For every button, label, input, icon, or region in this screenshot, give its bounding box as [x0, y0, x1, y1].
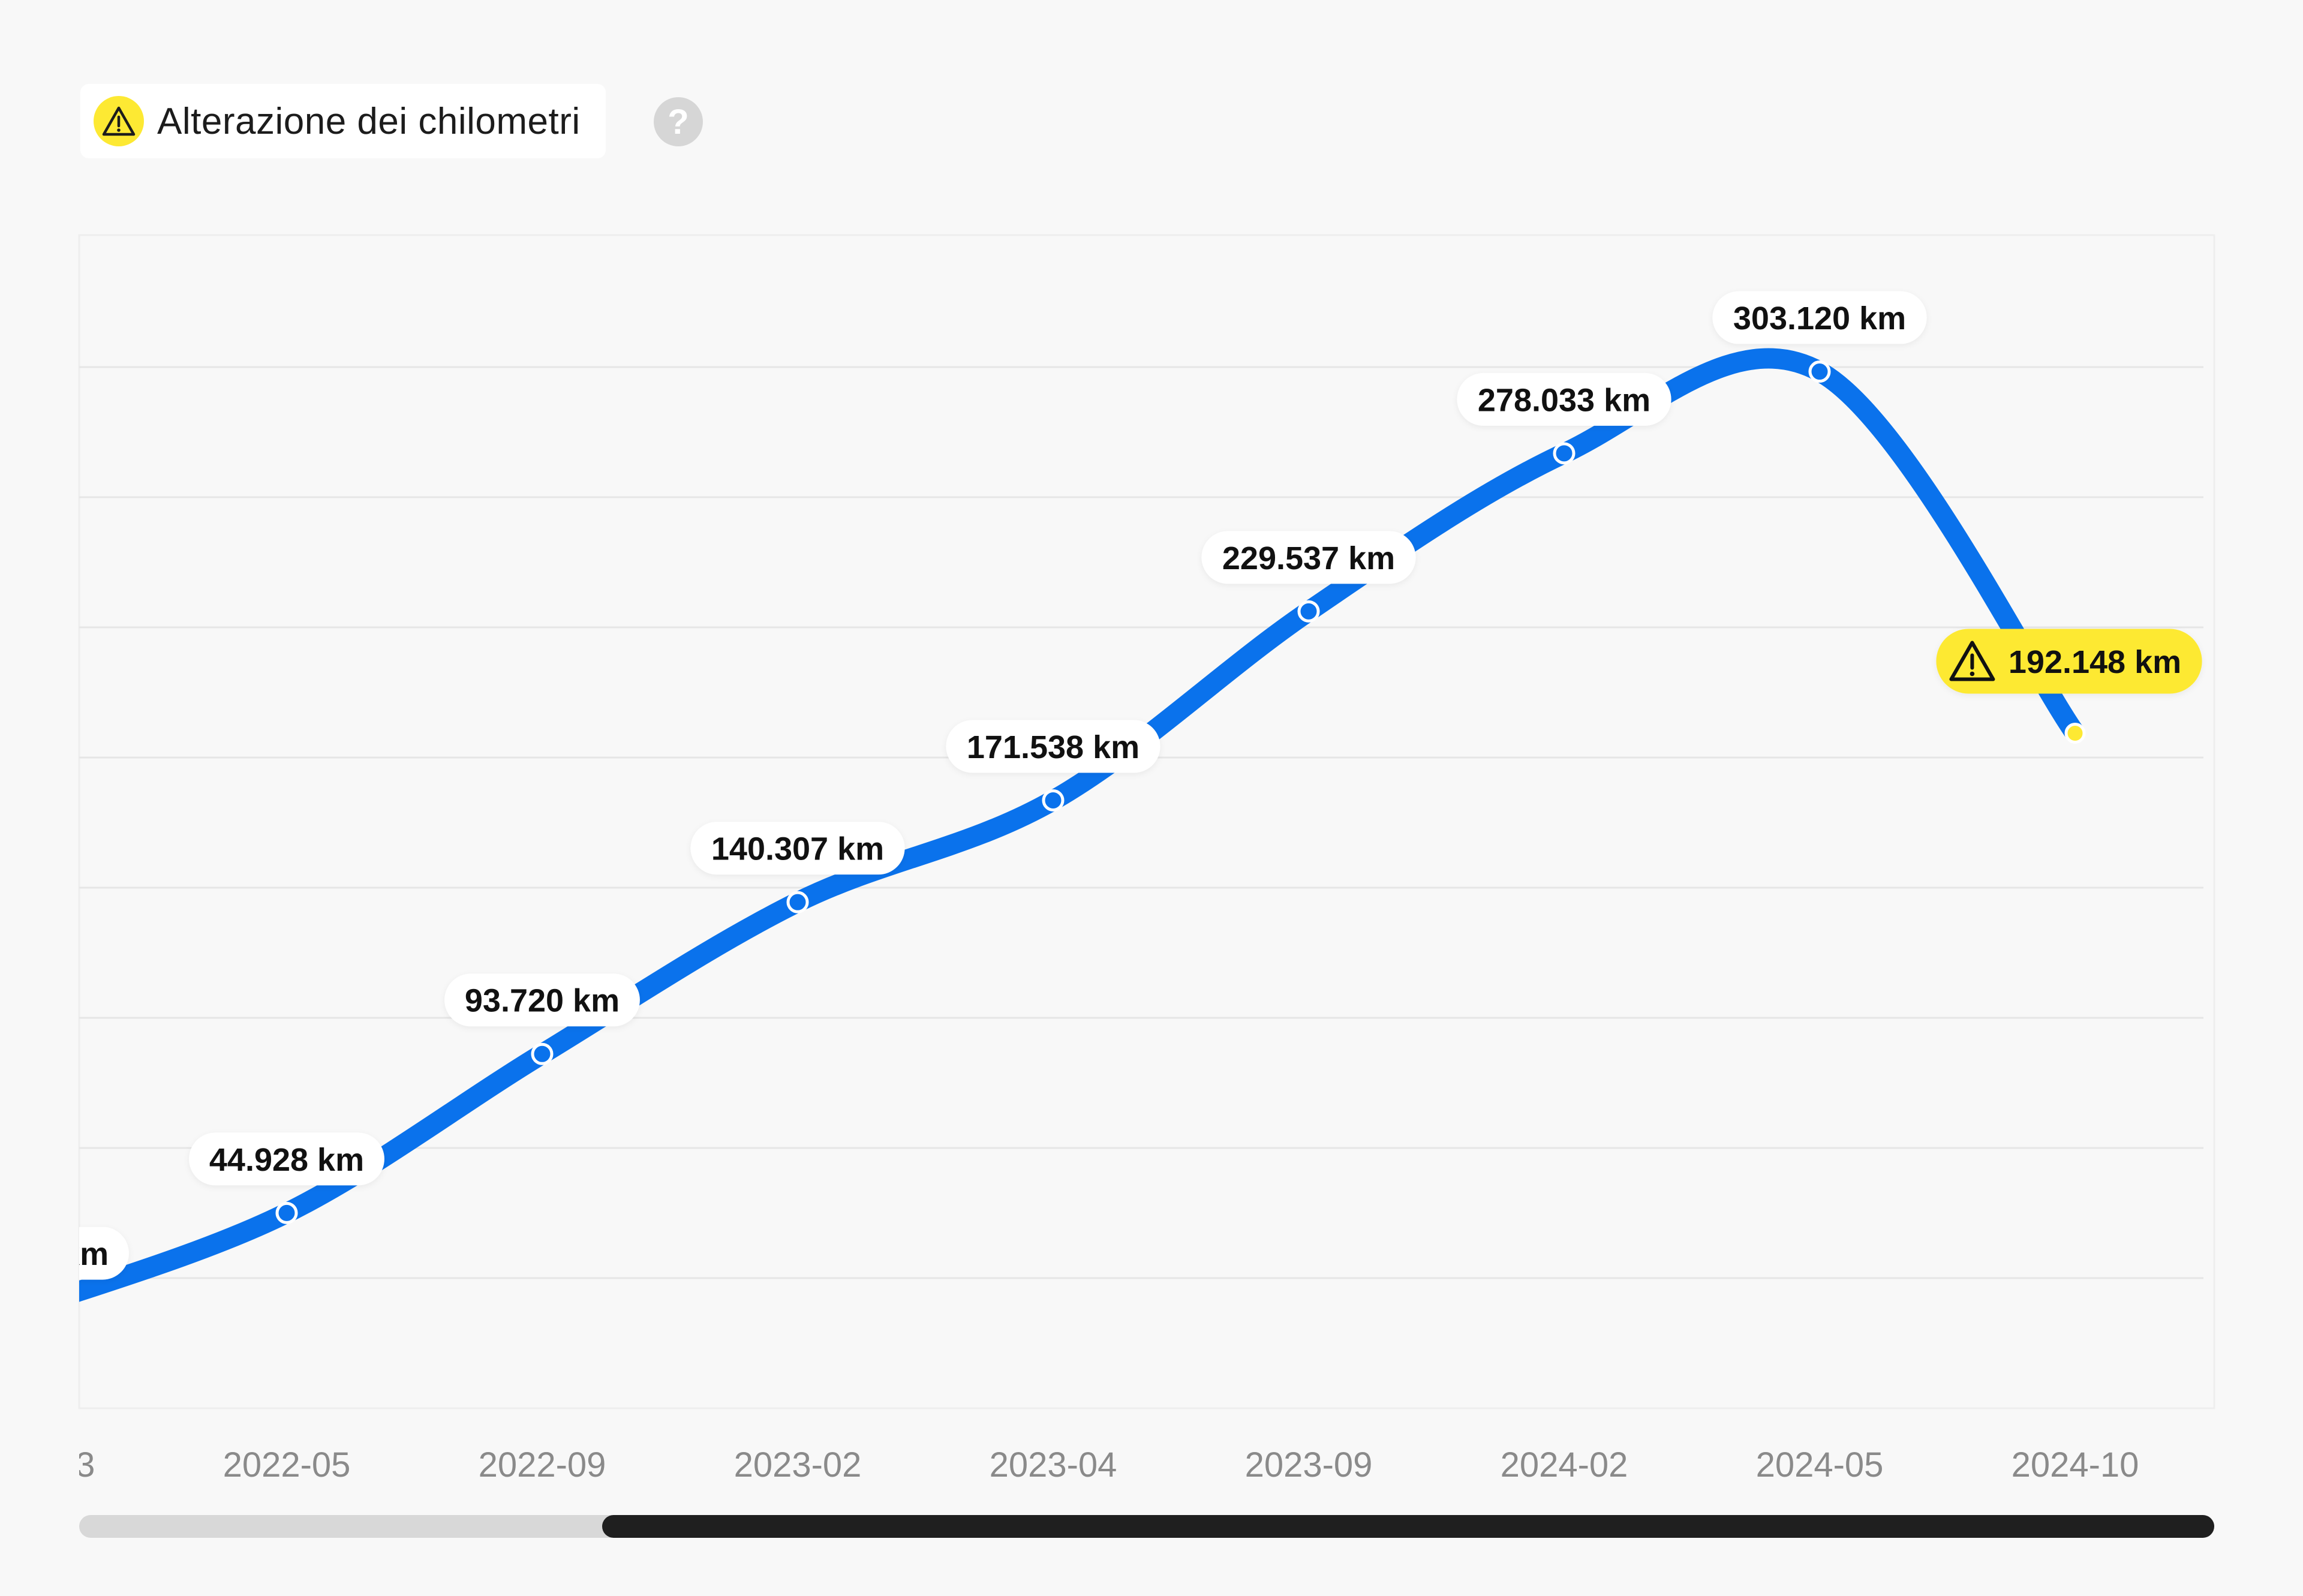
data-label: 44.928 km: [189, 1132, 384, 1186]
data-label: 278.033 km: [1457, 372, 1671, 426]
question-circle-icon[interactable]: ?: [654, 97, 703, 146]
data-label-background: [1201, 531, 1416, 584]
warning-triangle-icon: [1949, 641, 1995, 681]
data-label-background: [1712, 291, 1927, 344]
data-point[interactable]: [275, 1201, 298, 1224]
data-label: 171.538 km: [946, 720, 1160, 773]
plot-border: [78, 234, 2215, 1409]
data-label: 303.120 km: [1712, 291, 1927, 344]
data-point[interactable]: [1553, 442, 1576, 465]
data-label-alert: 192.148 km: [1936, 629, 2202, 694]
data-label-background: [79, 1227, 129, 1280]
data-label-background: [1457, 372, 1671, 426]
data-label-text: 93.720 km: [465, 983, 620, 1019]
data-point[interactable]: [786, 891, 809, 913]
data-point[interactable]: [1042, 789, 1065, 811]
x-tick-label: 2022-05: [223, 1445, 351, 1484]
data-label-background: [189, 1132, 384, 1186]
x-tick-label: 2023-04: [990, 1445, 1117, 1484]
chart-scrollbar-thumb[interactable]: [602, 1515, 2214, 1538]
data-label-text: 16.000 km: [0, 1236, 109, 1272]
data-label-background: [690, 822, 905, 875]
warning-triangle-icon: [94, 96, 144, 146]
data-label: 16.000 km: [0, 1227, 129, 1280]
data-point[interactable]: [531, 1042, 554, 1065]
data-label: 229.537 km: [1201, 531, 1416, 584]
data-label: 140.307 km: [690, 822, 905, 875]
mileage-alteration-badge: Alterazione dei chilometri: [80, 84, 606, 158]
data-label-background: [444, 973, 640, 1027]
data-label-text: 140.307 km: [711, 831, 884, 867]
x-tick-label: 2023-02: [734, 1445, 862, 1484]
page-title: Alterazione dei chilometri: [157, 100, 581, 142]
x-tick-label: 2024-05: [1756, 1445, 1884, 1484]
data-label-text: 278.033 km: [1478, 382, 1650, 418]
series-line: [79, 348, 2085, 1302]
x-tick-label: 2024-02: [1501, 1445, 1628, 1484]
chart-scrollbar-track[interactable]: [79, 1515, 2214, 1538]
data-point[interactable]: [22, 1298, 41, 1317]
data-label: 93.720 km: [444, 973, 640, 1027]
data-label-background: [946, 720, 1160, 773]
data-point-alert[interactable]: [2064, 722, 2086, 744]
x-tick-label: 2022-03: [0, 1445, 95, 1484]
data-label-text: 229.537 km: [1222, 540, 1395, 576]
x-tick-label: 2022-09: [479, 1445, 606, 1484]
data-label-text: 192.148 km: [2009, 644, 2181, 680]
data-point[interactable]: [1808, 360, 1831, 383]
data-label-text: 44.928 km: [209, 1142, 364, 1178]
x-tick-label: 2024-10: [2012, 1445, 2139, 1484]
data-label-background: [1936, 629, 2202, 694]
data-label-text: 171.538 km: [967, 729, 1140, 765]
data-point[interactable]: [1297, 600, 1320, 623]
data-label-text: 303.120 km: [1733, 300, 1906, 336]
x-tick-label: 2023-09: [1245, 1445, 1373, 1484]
